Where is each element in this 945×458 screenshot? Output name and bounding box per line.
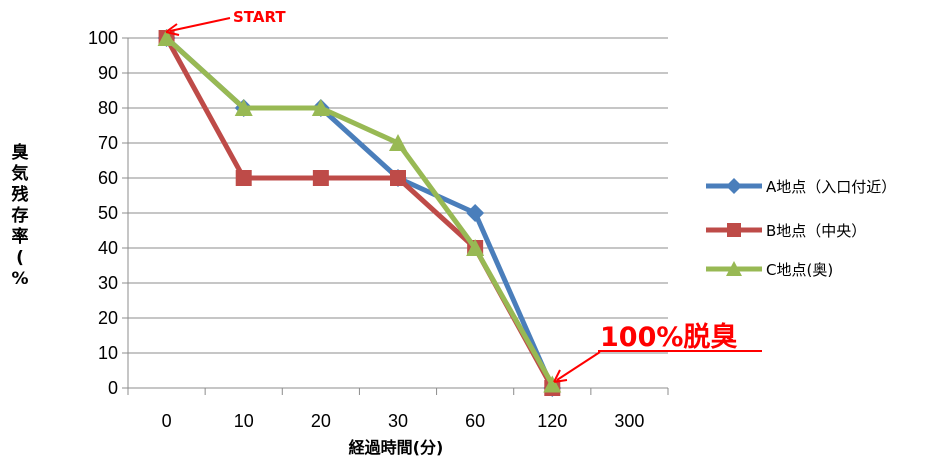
start-arrowhead bbox=[165, 23, 180, 36]
x-tick-label: 20 bbox=[311, 411, 331, 431]
data-point-triangle bbox=[389, 134, 407, 151]
x-tick-label: 30 bbox=[388, 411, 408, 431]
data-point-square bbox=[390, 170, 406, 186]
y-tick-label: 30 bbox=[98, 273, 118, 293]
deodorize-label: 100%脱臭 bbox=[600, 322, 737, 353]
grid-lines bbox=[122, 37, 668, 389]
data-point-square bbox=[727, 223, 741, 237]
deodorize-arrowhead bbox=[553, 369, 568, 383]
legend-label: A地点（入口付近） bbox=[766, 178, 896, 196]
y-tick-label: 10 bbox=[98, 343, 118, 363]
start-arrow bbox=[169, 17, 231, 32]
x-tick-label: 0 bbox=[162, 411, 172, 431]
x-tick-label: 60 bbox=[465, 411, 485, 431]
x-tick-label: 300 bbox=[614, 411, 644, 431]
y-tick-label: 70 bbox=[98, 133, 118, 153]
data-point-diamond bbox=[466, 204, 485, 222]
data-point-triangle bbox=[726, 261, 742, 276]
legend-item: C地点(奥) bbox=[706, 261, 833, 279]
series-c bbox=[157, 29, 562, 393]
y-tick-label: 50 bbox=[98, 203, 118, 223]
start-annotation: START bbox=[165, 8, 286, 36]
data-point-square bbox=[312, 170, 329, 186]
start-label: START bbox=[233, 8, 286, 26]
y-tick-label: 80 bbox=[98, 98, 118, 118]
data-point-triangle bbox=[311, 99, 330, 116]
data-point-square bbox=[235, 170, 252, 186]
legend-item: A地点（入口付近） bbox=[706, 178, 896, 196]
legend-item: B地点（中央） bbox=[706, 222, 866, 240]
y-tick-labels: 0 10 20 30 40 50 60 70 80 90 100 bbox=[88, 28, 118, 398]
y-tick-label: 100 bbox=[88, 28, 118, 48]
x-tick-label: 10 bbox=[234, 411, 254, 431]
deodorize-annotation: 100%脱臭 bbox=[553, 322, 762, 383]
data-point-triangle bbox=[543, 375, 562, 393]
deodorize-arrow bbox=[556, 351, 601, 381]
legend-label: B地点（中央） bbox=[766, 222, 866, 240]
y-axis-title: 臭気残存率(% bbox=[11, 142, 29, 289]
legend: A地点（入口付近） B地点（中央） C地点(奥) bbox=[706, 178, 896, 279]
y-tick-label: 90 bbox=[98, 63, 118, 83]
y-tick-label: 0 bbox=[108, 378, 118, 398]
data-point-triangle bbox=[466, 239, 485, 256]
y-tick-label: 60 bbox=[98, 168, 118, 188]
x-axis-label: 経過時間(分) bbox=[349, 438, 444, 457]
x-tick-label: 120 bbox=[537, 411, 567, 431]
data-point-diamond bbox=[726, 178, 742, 194]
axes bbox=[127, 38, 669, 395]
y-tick-label: 20 bbox=[98, 308, 118, 328]
data-point-triangle bbox=[157, 29, 176, 46]
y-tick-label: 40 bbox=[98, 238, 118, 258]
series-line bbox=[164, 36, 555, 386]
legend-label: C地点(奥) bbox=[766, 261, 833, 279]
data-point-triangle bbox=[234, 99, 253, 116]
x-tick-labels: 0 10 20 30 60 120 300 bbox=[162, 411, 645, 431]
series-lines bbox=[157, 29, 562, 397]
y-axis-label: 臭気残存率(% bbox=[11, 142, 29, 289]
